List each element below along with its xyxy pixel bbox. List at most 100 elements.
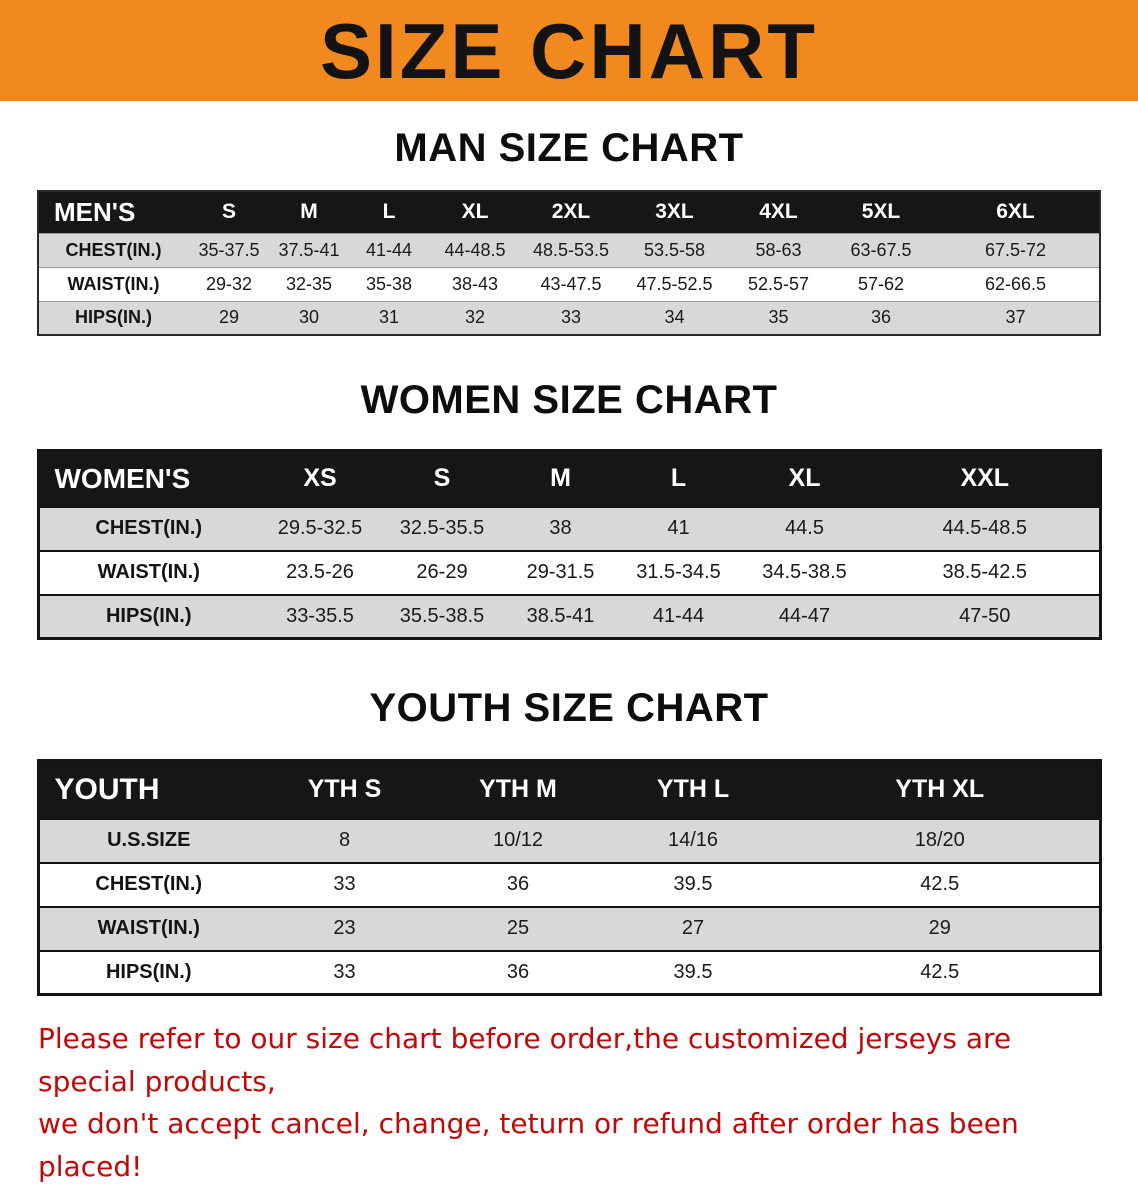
size-cell: 32.5-35.5 xyxy=(382,505,502,551)
size-cell: 37.5-41 xyxy=(270,232,348,267)
size-cell: 42.5 xyxy=(781,949,1100,995)
men-col-header-4xl: 4XL xyxy=(727,191,830,233)
size-cell: 29 xyxy=(781,905,1100,951)
size-cell: 43-47.5 xyxy=(520,266,622,301)
disclaimer-line-2: we don't accept cancel, change, teturn o… xyxy=(38,1107,1019,1183)
size-cell: 52.5-57 xyxy=(727,266,830,301)
youth-col-header-m: YTH M xyxy=(431,760,605,819)
row-label: WAIST(IN.) xyxy=(38,905,258,951)
size-cell: 33 xyxy=(258,949,431,995)
size-cell: 23 xyxy=(258,905,431,951)
size-cell: 38 xyxy=(502,505,619,551)
row-label: WAIST(IN.) xyxy=(38,549,258,595)
footer-disclaimer: Please refer to our size chart before or… xyxy=(38,1018,1108,1188)
size-cell: 31.5-34.5 xyxy=(619,549,738,595)
men-table-label: MEN'S xyxy=(38,191,188,233)
size-cell: 34.5-38.5 xyxy=(738,549,871,595)
women-col-header-xxl: XXL xyxy=(871,450,1100,507)
women-section-heading: WOMEN SIZE CHART xyxy=(360,378,778,422)
youth-col-header-l: YTH L xyxy=(605,760,781,819)
youth-ussize-row: U.S.SIZE 8 10/12 14/16 18/20 xyxy=(38,817,1100,863)
women-header-row: WOMEN'S XS S M L XL XXL xyxy=(38,450,1100,507)
size-cell: 58-63 xyxy=(727,232,830,267)
size-cell: 41-44 xyxy=(619,593,738,639)
size-cell: 29-31.5 xyxy=(502,549,619,595)
disclaimer-line-1: Please refer to our size chart before or… xyxy=(38,1022,1012,1098)
men-col-header-xl: XL xyxy=(430,191,520,233)
women-col-header-l: L xyxy=(619,450,738,507)
youth-section-heading: YOUTH SIZE CHART xyxy=(369,686,769,730)
men-chest-row: CHEST(IN.) 35-37.5 37.5-41 41-44 44-48.5… xyxy=(38,232,1100,267)
women-col-header-xs: XS xyxy=(258,450,382,507)
size-cell: 35 xyxy=(727,300,830,335)
women-col-header-s: S xyxy=(382,450,502,507)
size-cell: 10/12 xyxy=(431,817,605,863)
size-cell: 38.5-41 xyxy=(502,593,619,639)
size-cell: 36 xyxy=(830,300,932,335)
women-waist-row: WAIST(IN.) 23.5-26 26-29 29-31.5 31.5-34… xyxy=(38,549,1100,595)
size-cell: 30 xyxy=(270,300,348,335)
size-cell: 32-35 xyxy=(270,266,348,301)
women-chest-row: CHEST(IN.) 29.5-32.5 32.5-35.5 38 41 44.… xyxy=(38,505,1100,551)
page-title: SIZE CHART xyxy=(320,6,818,95)
size-cell: 35-37.5 xyxy=(188,232,270,267)
size-cell: 44-47 xyxy=(738,593,871,639)
size-cell: 33-35.5 xyxy=(258,593,382,639)
size-cell: 25 xyxy=(431,905,605,951)
size-cell: 41 xyxy=(619,505,738,551)
size-cell: 32 xyxy=(430,300,520,335)
size-cell: 36 xyxy=(431,949,605,995)
size-cell: 44-48.5 xyxy=(430,232,520,267)
men-col-header-5xl: 5XL xyxy=(830,191,932,233)
size-cell: 35.5-38.5 xyxy=(382,593,502,639)
size-cell: 38.5-42.5 xyxy=(871,549,1100,595)
youth-hips-row: HIPS(IN.) 33 36 39.5 42.5 xyxy=(38,949,1100,995)
size-cell: 48.5-53.5 xyxy=(520,232,622,267)
size-cell: 67.5-72 xyxy=(932,232,1100,267)
men-col-header-3xl: 3XL xyxy=(622,191,727,233)
women-table-label: WOMEN'S xyxy=(38,450,258,507)
men-header-row: MEN'S S M L XL 2XL 3XL 4XL 5XL 6XL xyxy=(38,191,1100,233)
youth-section: YOUTH SIZE CHART YOUTH YTH S YTH M YTH L… xyxy=(0,686,1138,996)
size-cell: 44.5-48.5 xyxy=(871,505,1100,551)
youth-chest-row: CHEST(IN.) 33 36 39.5 42.5 xyxy=(38,861,1100,907)
size-cell: 29-32 xyxy=(188,266,270,301)
size-cell: 23.5-26 xyxy=(258,549,382,595)
men-section: MAN SIZE CHART MEN'S S M L XL 2XL 3XL 4X… xyxy=(0,126,1138,336)
men-col-header-s: S xyxy=(188,191,270,233)
size-cell: 29 xyxy=(188,300,270,335)
men-col-header-6xl: 6XL xyxy=(932,191,1100,233)
youth-table-label: YOUTH xyxy=(38,760,258,819)
youth-size-table: YOUTH YTH S YTH M YTH L YTH XL U.S.SIZE … xyxy=(36,759,1102,996)
size-cell: 41-44 xyxy=(348,232,430,267)
men-waist-row: WAIST(IN.) 29-32 32-35 35-38 38-43 43-47… xyxy=(38,266,1100,301)
size-cell: 42.5 xyxy=(781,861,1100,907)
women-section: WOMEN SIZE CHART WOMEN'S XS S M L XL XXL xyxy=(0,378,1138,640)
women-hips-row: HIPS(IN.) 33-35.5 35.5-38.5 38.5-41 41-4… xyxy=(38,593,1100,639)
size-cell: 39.5 xyxy=(605,861,781,907)
size-cell: 37 xyxy=(932,300,1100,335)
size-cell: 47-50 xyxy=(871,593,1100,639)
size-cell: 62-66.5 xyxy=(932,266,1100,301)
size-cell: 53.5-58 xyxy=(622,232,727,267)
row-label: CHEST(IN.) xyxy=(38,861,258,907)
men-size-table: MEN'S S M L XL 2XL 3XL 4XL 5XL 6XL CHEST… xyxy=(37,190,1101,336)
men-section-heading: MAN SIZE CHART xyxy=(394,126,744,170)
men-col-header-2xl: 2XL xyxy=(520,191,622,233)
youth-header-row: YOUTH YTH S YTH M YTH L YTH XL xyxy=(38,760,1100,819)
women-size-table: WOMEN'S XS S M L XL XXL CHEST(IN.) 29.5-… xyxy=(36,449,1102,640)
size-cell: 44.5 xyxy=(738,505,871,551)
size-cell: 31 xyxy=(348,300,430,335)
size-cell: 36 xyxy=(431,861,605,907)
row-label: HIPS(IN.) xyxy=(38,949,258,995)
size-cell: 14/16 xyxy=(605,817,781,863)
row-label: HIPS(IN.) xyxy=(38,300,188,335)
size-cell: 39.5 xyxy=(605,949,781,995)
size-cell: 35-38 xyxy=(348,266,430,301)
youth-col-header-s: YTH S xyxy=(258,760,431,819)
size-cell: 18/20 xyxy=(781,817,1100,863)
row-label: HIPS(IN.) xyxy=(38,593,258,639)
banner: SIZE CHART xyxy=(0,0,1138,101)
size-cell: 63-67.5 xyxy=(830,232,932,267)
